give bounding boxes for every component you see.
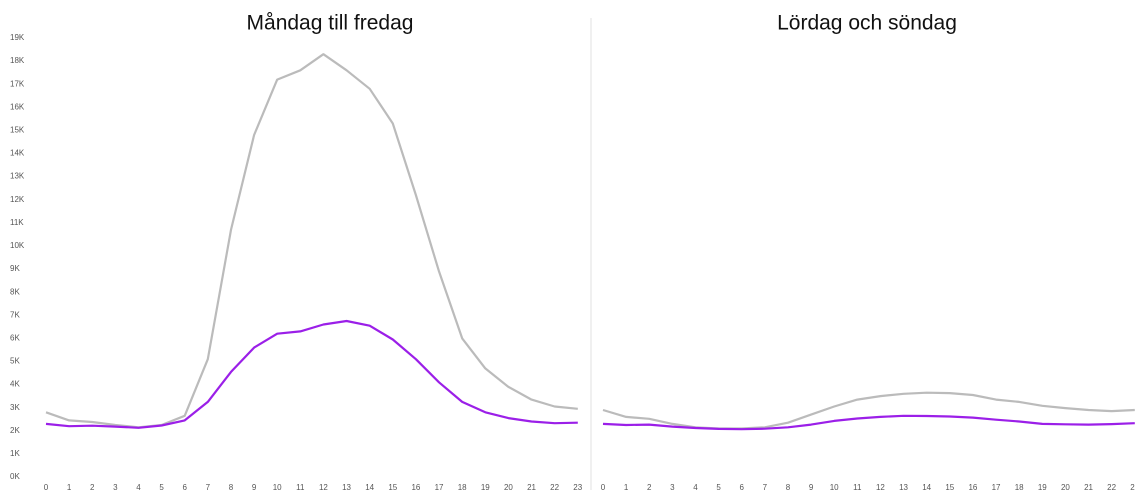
- y-tick-label: 11K: [10, 218, 24, 227]
- x-tick-label: 0: [601, 483, 606, 490]
- x-tick-label: 20: [1061, 483, 1070, 490]
- x-tick-label: 11: [296, 483, 305, 490]
- x-tick-label: 11: [853, 483, 862, 490]
- x-tick-label: 14: [922, 483, 931, 490]
- chart-title: Lördag och söndag: [777, 12, 957, 35]
- y-tick-label: 15K: [10, 126, 25, 135]
- x-tick-label: 12: [319, 483, 328, 490]
- x-tick-label: 15: [945, 483, 954, 490]
- x-tick-label: 8: [229, 483, 234, 490]
- x-tick-label: 4: [136, 483, 141, 490]
- y-tick-label: 0K: [10, 472, 20, 481]
- y-tick-label: 13K: [10, 172, 25, 181]
- y-tick-label: 18K: [10, 56, 25, 65]
- x-tick-label: 10: [830, 483, 839, 490]
- x-tick-label: 20: [504, 483, 513, 490]
- x-tick-label: 2: [90, 483, 95, 490]
- x-tick-label: 7: [763, 483, 768, 490]
- x-tick-label: 3: [113, 483, 118, 490]
- x-tick-label: 13: [899, 483, 908, 490]
- x-tick-label: 19: [481, 483, 490, 490]
- x-tick-label: 17: [992, 483, 1001, 490]
- x-tick-label: 5: [716, 483, 721, 490]
- x-tick-label: 12: [876, 483, 885, 490]
- x-tick-label: 23: [573, 483, 582, 490]
- series-line: [602, 414, 1135, 431]
- x-tick-label: 23: [1130, 483, 1135, 490]
- x-tick-label: 4: [693, 483, 698, 490]
- y-tick-label: 7K: [10, 310, 20, 319]
- y-tick-label: 14K: [10, 149, 25, 158]
- x-tick-label: 22: [550, 483, 559, 490]
- y-tick-label: 8K: [10, 287, 20, 296]
- x-tick-label: 3: [670, 483, 675, 490]
- x-tick-label: 7: [206, 483, 211, 490]
- y-tick-label: 4K: [10, 380, 20, 389]
- x-tick-label: 16: [968, 483, 977, 490]
- x-tick-label: 9: [809, 483, 814, 490]
- y-tick-label: 9K: [10, 264, 20, 273]
- x-tick-label: 21: [1084, 483, 1093, 490]
- y-tick-label: 6K: [10, 333, 20, 342]
- x-tick-label: 6: [182, 483, 187, 490]
- x-tick-label: 16: [411, 483, 420, 490]
- y-tick-label: 19K: [10, 33, 25, 42]
- x-tick-label: 6: [739, 483, 744, 490]
- y-tick-label: 16K: [10, 102, 25, 111]
- x-tick-label: 21: [527, 483, 536, 490]
- x-tick-label: 10: [273, 483, 282, 490]
- x-tick-label: 17: [435, 483, 444, 490]
- x-tick-label: 1: [624, 483, 629, 490]
- series-line: [45, 319, 578, 429]
- x-tick-label: 22: [1107, 483, 1116, 490]
- y-tick-label: 10K: [10, 241, 25, 250]
- y-tick-label: 17K: [10, 79, 25, 88]
- x-tick-label: 2: [647, 483, 652, 490]
- x-tick-label: 8: [786, 483, 791, 490]
- series-line: [45, 53, 578, 429]
- x-tick-label: 9: [252, 483, 257, 490]
- y-tick-label: 2K: [10, 426, 20, 435]
- y-tick-label: 5K: [10, 357, 20, 366]
- x-tick-label: 18: [458, 483, 467, 490]
- x-tick-label: 19: [1038, 483, 1047, 490]
- x-tick-label: 15: [388, 483, 397, 490]
- y-tick-label: 12K: [10, 195, 25, 204]
- x-tick-label: 1: [67, 483, 72, 490]
- chart-title: Måndag till fredag: [247, 12, 414, 35]
- x-tick-label: 0: [44, 483, 49, 490]
- x-tick-label: 18: [1015, 483, 1024, 490]
- y-tick-label: 3K: [10, 403, 20, 412]
- x-tick-label: 13: [342, 483, 351, 490]
- y-tick-label: 1K: [10, 449, 20, 458]
- x-tick-label: 5: [159, 483, 164, 490]
- x-tick-label: 14: [365, 483, 374, 490]
